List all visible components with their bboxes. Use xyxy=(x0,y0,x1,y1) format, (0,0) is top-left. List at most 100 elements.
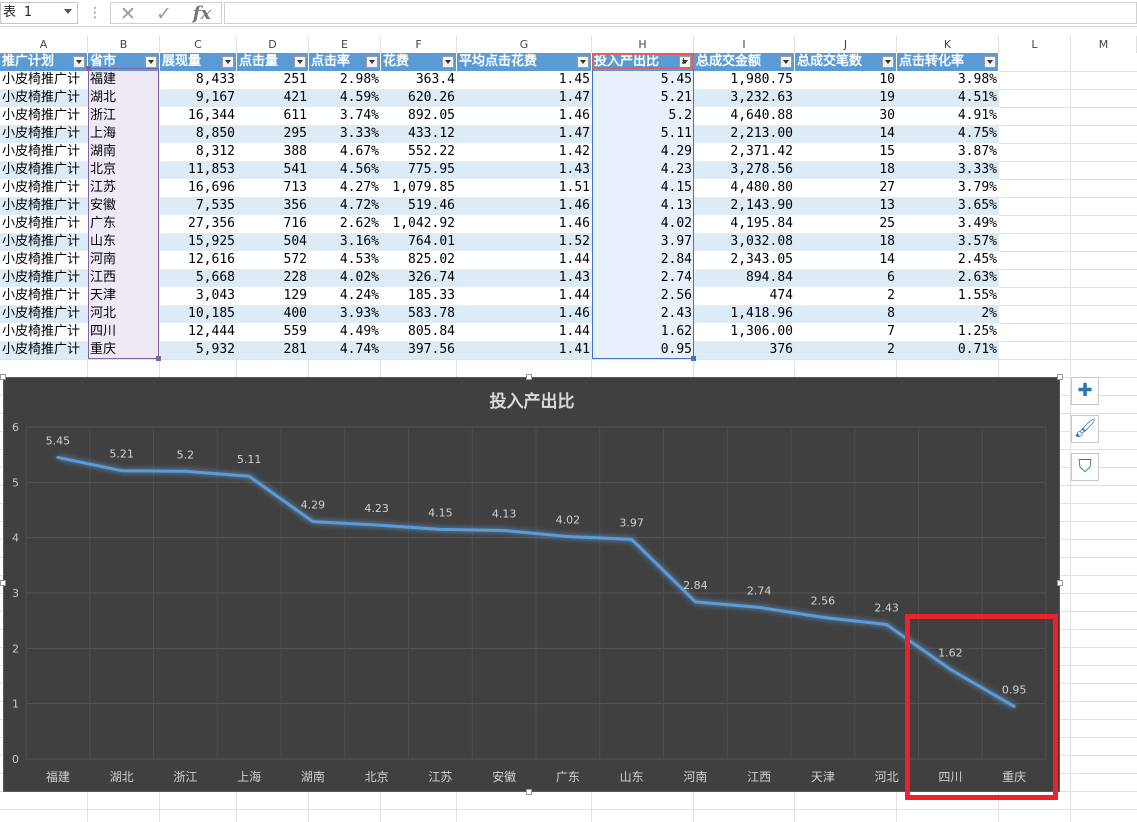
table-cell[interactable]: 713 xyxy=(237,179,309,197)
table-cell[interactable]: 10,185 xyxy=(160,305,237,323)
column-header-b[interactable]: B xyxy=(88,36,160,53)
table-cell[interactable]: 5.2 xyxy=(592,107,694,125)
table-cell[interactable]: 5.21 xyxy=(592,89,694,107)
column-header-m[interactable]: M xyxy=(1071,36,1137,53)
table-cell[interactable]: 4.29 xyxy=(592,143,694,161)
table-cell[interactable]: 4.59% xyxy=(309,89,381,107)
table-cell[interactable]: 8,312 xyxy=(160,143,237,161)
table-cell[interactable]: 10 xyxy=(795,71,897,89)
column-header-a[interactable]: A xyxy=(0,36,88,53)
table-cell[interactable]: 1.52 xyxy=(457,233,592,251)
table-cell[interactable]: 5,932 xyxy=(160,341,237,359)
enter-check-icon[interactable]: ✓ xyxy=(156,3,172,25)
insert-function-icon[interactable]: fx xyxy=(192,3,212,24)
table-cell[interactable]: 8 xyxy=(795,305,897,323)
table-cell[interactable]: 浙江 xyxy=(88,107,160,125)
column-header-h[interactable]: H xyxy=(592,36,694,53)
chart-resize-handle[interactable] xyxy=(0,374,6,380)
table-cell[interactable]: 小皮椅推广计 xyxy=(0,305,88,323)
table-cell[interactable]: 4.56% xyxy=(309,161,381,179)
table-cell[interactable]: 388 xyxy=(237,143,309,161)
table-cell[interactable]: 4.15 xyxy=(592,179,694,197)
column-header-k[interactable]: K xyxy=(897,36,999,53)
chart-resize-handle[interactable] xyxy=(1057,580,1063,586)
table-cell[interactable]: 2 xyxy=(795,341,897,359)
filter-dropdown-icon[interactable] xyxy=(780,56,792,68)
table-cell[interactable]: 228 xyxy=(237,269,309,287)
table-cell[interactable]: 4.72% xyxy=(309,197,381,215)
filter-dropdown-icon[interactable] xyxy=(442,56,454,68)
table-cell[interactable]: 1.45 xyxy=(457,71,592,89)
column-header-j[interactable]: J xyxy=(795,36,897,53)
table-cell[interactable]: 805.84 xyxy=(381,323,457,341)
table-cell[interactable]: 3.33% xyxy=(897,161,999,179)
table-cell[interactable]: 1.62 xyxy=(592,323,694,341)
table-cell[interactable]: 3,043 xyxy=(160,287,237,305)
selection-handle[interactable] xyxy=(156,356,161,361)
table-cell[interactable]: 1.42 xyxy=(457,143,592,161)
table-cell[interactable]: 4.91% xyxy=(897,107,999,125)
table-cell[interactable]: 河南 xyxy=(88,251,160,269)
table-cell[interactable]: 小皮椅推广计 xyxy=(0,161,88,179)
table-cell[interactable]: 356 xyxy=(237,197,309,215)
table-cell[interactable]: 27 xyxy=(795,179,897,197)
filter-dropdown-icon[interactable] xyxy=(73,56,85,68)
table-cell[interactable]: 小皮椅推广计 xyxy=(0,143,88,161)
table-cell[interactable]: 1.46 xyxy=(457,305,592,323)
table-cell[interactable]: 433.12 xyxy=(381,125,457,143)
table-cell[interactable]: 1.46 xyxy=(457,197,592,215)
chart-elements-button[interactable]: ✚ xyxy=(1071,377,1099,405)
table-cell[interactable]: 295 xyxy=(237,125,309,143)
table-cell[interactable]: 16,696 xyxy=(160,179,237,197)
table-cell[interactable]: 1.25% xyxy=(897,323,999,341)
table-cell[interactable]: 552.22 xyxy=(381,143,457,161)
chart-filters-button[interactable]: ⛉ xyxy=(1071,453,1099,481)
table-cell[interactable]: 620.26 xyxy=(381,89,457,107)
header-cell[interactable]: 投入产出比 xyxy=(592,53,694,71)
column-header-c[interactable]: C xyxy=(160,36,237,53)
table-cell[interactable]: 559 xyxy=(237,323,309,341)
table-cell[interactable]: 小皮椅推广计 xyxy=(0,233,88,251)
table-cell[interactable]: 小皮椅推广计 xyxy=(0,269,88,287)
table-cell[interactable]: 0.71% xyxy=(897,341,999,359)
table-cell[interactable]: 3.98% xyxy=(897,71,999,89)
line-chart[interactable]: 0 1 2 3 4 5 6 投入产出比 5.45 5.21 5.2 5.11 4.29 4.23 4.15 4… xyxy=(3,377,1060,792)
table-cell[interactable]: 8,433 xyxy=(160,71,237,89)
column-header-g[interactable]: G xyxy=(457,36,592,53)
table-cell[interactable]: 4.75% xyxy=(897,125,999,143)
table-cell[interactable]: 江西 xyxy=(88,269,160,287)
table-cell[interactable]: 15,925 xyxy=(160,233,237,251)
table-cell[interactable]: 12,616 xyxy=(160,251,237,269)
table-cell[interactable]: 小皮椅推广计 xyxy=(0,71,88,89)
table-cell[interactable]: 4.13 xyxy=(592,197,694,215)
table-cell[interactable]: 14 xyxy=(795,251,897,269)
table-cell[interactable]: 4,640.88 xyxy=(694,107,795,125)
table-cell[interactable]: 376 xyxy=(694,341,795,359)
table-cell[interactable]: 7,535 xyxy=(160,197,237,215)
column-header-l[interactable]: L xyxy=(999,36,1071,53)
table-cell[interactable]: 2,371.42 xyxy=(694,143,795,161)
table-cell[interactable]: 1,079.85 xyxy=(381,179,457,197)
table-cell[interactable]: 3.97 xyxy=(592,233,694,251)
table-cell[interactable]: 3.93% xyxy=(309,305,381,323)
table-cell[interactable]: 4,195.84 xyxy=(694,215,795,233)
table-cell[interactable]: 小皮椅推广计 xyxy=(0,323,88,341)
table-cell[interactable]: 2,213.00 xyxy=(694,125,795,143)
table-cell[interactable]: 397.56 xyxy=(381,341,457,359)
table-cell[interactable]: 775.95 xyxy=(381,161,457,179)
table-cell[interactable]: 重庆 xyxy=(88,341,160,359)
column-header-i[interactable]: I xyxy=(694,36,795,53)
table-cell[interactable]: 326.74 xyxy=(381,269,457,287)
table-cell[interactable]: 小皮椅推广计 xyxy=(0,107,88,125)
header-cell[interactable]: 点击量 xyxy=(237,53,309,71)
table-cell[interactable]: 天津 xyxy=(88,287,160,305)
name-box[interactable]: 表 1 xyxy=(0,2,78,24)
table-cell[interactable]: 福建 xyxy=(88,71,160,89)
header-cell[interactable]: 推广计划 xyxy=(0,53,88,71)
table-cell[interactable]: 上海 xyxy=(88,125,160,143)
table-cell[interactable]: 4.51% xyxy=(897,89,999,107)
table-cell[interactable]: 892.05 xyxy=(381,107,457,125)
table-cell[interactable]: 4.49% xyxy=(309,323,381,341)
table-cell[interactable]: 894.84 xyxy=(694,269,795,287)
table-cell[interactable]: 山东 xyxy=(88,233,160,251)
